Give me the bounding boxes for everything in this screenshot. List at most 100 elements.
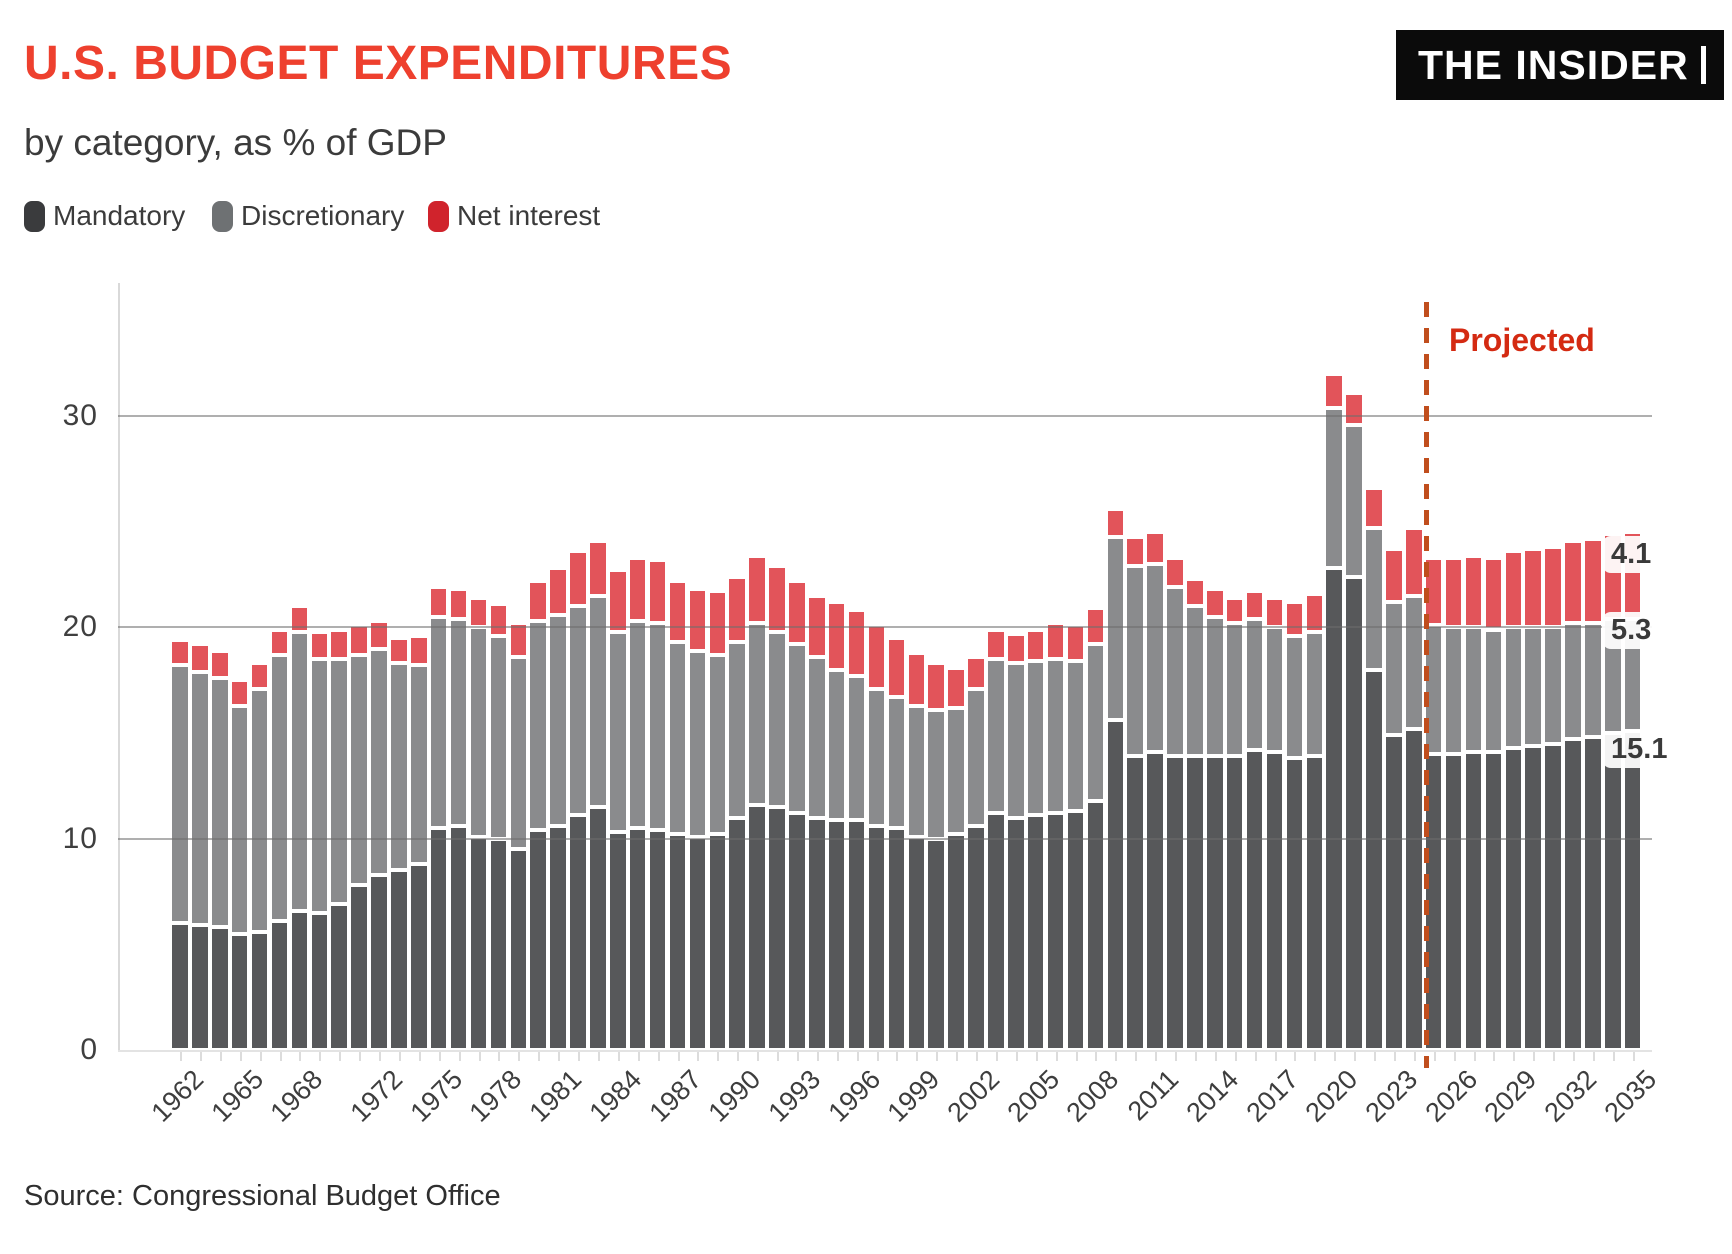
x-tick-2030 xyxy=(1533,1052,1536,1061)
x-tick-1998 xyxy=(896,1052,899,1061)
x-tick-1963 xyxy=(199,1052,202,1061)
x-tick-2010 xyxy=(1135,1052,1138,1061)
segment-net-interest-2003 xyxy=(986,629,1006,660)
x-tick-2000 xyxy=(936,1052,939,1061)
segment-net-interest-2033 xyxy=(1583,538,1603,624)
segment-net-interest-1976 xyxy=(448,589,469,619)
legend-label-discretionary: Discretionary xyxy=(241,200,405,231)
segment-discretionary-2024 xyxy=(1404,595,1424,729)
x-tick-1976 xyxy=(458,1052,461,1061)
segment-mandatory-1995 xyxy=(826,819,847,1050)
segment-net-interest-2024 xyxy=(1404,528,1424,596)
x-axis-label-1999: 1999 xyxy=(881,1064,946,1128)
legend-item-mandatory: Mandatory xyxy=(24,200,185,232)
segment-discretionary-2003 xyxy=(986,659,1006,814)
segment-net-interest-1992 xyxy=(767,566,787,632)
segment-net-interest-1969 xyxy=(309,631,330,660)
segment-mandatory-1975 xyxy=(428,828,449,1050)
segment-discretionary-1994 xyxy=(807,656,827,818)
segment-discretionary-1992 xyxy=(767,631,787,807)
x-axis-label-1965: 1965 xyxy=(205,1064,269,1128)
segment-net-interest-2022 xyxy=(1364,487,1384,529)
x-tick-2011 xyxy=(1155,1052,1158,1061)
x-tick-1966 xyxy=(259,1052,262,1061)
segment-net-interest-1964 xyxy=(210,650,230,679)
x-tick-2032 xyxy=(1573,1052,1575,1061)
x-tick-1971 xyxy=(359,1052,362,1061)
segment-net-interest-2031 xyxy=(1543,547,1563,628)
segment-discretionary-1988 xyxy=(687,650,708,837)
segment-discretionary-2006 xyxy=(1045,659,1066,814)
segment-net-interest-2005 xyxy=(1025,629,1046,662)
segment-discretionary-2014 xyxy=(1205,616,1225,757)
x-axis-label-2014: 2014 xyxy=(1180,1064,1245,1128)
brand-logo-text: THE INSIDER xyxy=(1418,41,1689,88)
segment-mandatory-1983 xyxy=(588,807,608,1050)
x-tick-2004 xyxy=(1015,1052,1018,1061)
segment-discretionary-2002 xyxy=(966,688,986,827)
segment-net-interest-1973 xyxy=(389,637,409,664)
x-axis-label-2005: 2005 xyxy=(1001,1064,1065,1128)
segment-net-interest-1988 xyxy=(687,589,708,651)
segment-discretionary-2009 xyxy=(1105,536,1126,721)
x-tick-1982 xyxy=(578,1052,580,1061)
segment-net-interest-2002 xyxy=(966,656,986,689)
x-tick-2026 xyxy=(1453,1052,1456,1061)
segment-net-interest-1998 xyxy=(886,637,907,698)
segment-discretionary-1991 xyxy=(747,623,767,805)
x-tick-1988 xyxy=(697,1052,700,1061)
segment-discretionary-1982 xyxy=(568,606,588,816)
x-axis-line xyxy=(118,1050,1652,1052)
segment-discretionary-1986 xyxy=(647,623,668,831)
x-tick-2017 xyxy=(1274,1052,1277,1061)
segment-mandatory-1966 xyxy=(249,931,270,1050)
segment-mandatory-2001 xyxy=(946,834,966,1050)
segment-discretionary-1987 xyxy=(667,642,688,835)
segment-net-interest-1972 xyxy=(369,621,389,649)
segment-mandatory-2031 xyxy=(1543,743,1563,1050)
segment-mandatory-1968 xyxy=(289,910,310,1050)
segment-net-interest-1997 xyxy=(866,625,887,689)
segment-discretionary-1970 xyxy=(329,659,349,905)
x-axis-label-1990: 1990 xyxy=(702,1064,767,1128)
segment-net-interest-2032 xyxy=(1563,540,1583,624)
net-interest-swatch-icon xyxy=(428,200,449,232)
segment-net-interest-2026 xyxy=(1443,557,1464,628)
x-tick-2020 xyxy=(1334,1052,1337,1061)
segment-mandatory-2019 xyxy=(1304,756,1325,1050)
x-tick-1992 xyxy=(777,1052,779,1061)
x-tick-2029 xyxy=(1513,1052,1516,1061)
x-tick-2002 xyxy=(976,1052,978,1061)
x-tick-1964 xyxy=(219,1052,222,1061)
x-axis-label-2029: 2029 xyxy=(1478,1064,1543,1128)
segment-net-interest-2021 xyxy=(1344,392,1364,425)
segment-net-interest-1984 xyxy=(608,570,628,632)
segment-mandatory-1974 xyxy=(409,864,429,1050)
segment-mandatory-1996 xyxy=(846,819,867,1050)
segment-discretionary-2017 xyxy=(1264,627,1285,753)
segment-mandatory-2015 xyxy=(1224,756,1245,1050)
x-tick-1997 xyxy=(876,1052,879,1061)
x-axis-label-2011: 2011 xyxy=(1122,1064,1185,1127)
segment-mandatory-1969 xyxy=(309,912,330,1050)
x-tick-2028 xyxy=(1493,1052,1496,1061)
segment-net-interest-2020 xyxy=(1324,373,1344,408)
segment-discretionary-1962 xyxy=(170,665,190,924)
segment-mandatory-1977 xyxy=(468,836,489,1050)
segment-discretionary-2011 xyxy=(1145,564,1165,753)
segment-net-interest-2009 xyxy=(1105,509,1126,537)
x-axis-label-1987: 1987 xyxy=(643,1064,707,1128)
segment-discretionary-1972 xyxy=(369,648,389,875)
segment-net-interest-1983 xyxy=(588,540,608,596)
segment-mandatory-1989 xyxy=(707,834,728,1050)
segment-net-interest-1971 xyxy=(349,625,369,655)
segment-discretionary-1967 xyxy=(269,654,290,922)
x-tick-2034 xyxy=(1612,1052,1615,1061)
segment-mandatory-1999 xyxy=(906,836,927,1050)
segment-net-interest-1989 xyxy=(707,591,728,655)
segment-mandatory-2005 xyxy=(1025,815,1046,1050)
x-axis-label-2020: 2020 xyxy=(1299,1064,1364,1128)
segment-discretionary-1990 xyxy=(727,642,747,818)
x-tick-2012 xyxy=(1175,1052,1177,1061)
x-axis-label-1993: 1993 xyxy=(762,1064,827,1128)
